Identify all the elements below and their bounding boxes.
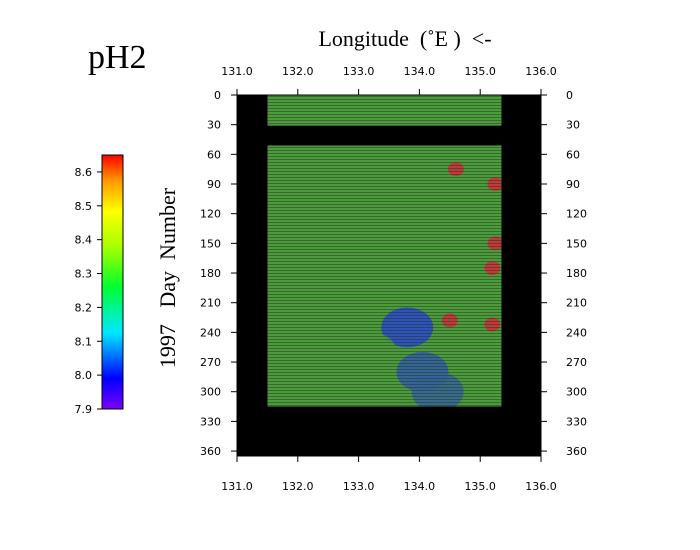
x-tick-label-bottom: 135.0 [464,480,496,493]
y-tick-label-right: 270 [566,356,587,369]
x-tick-label-top: 133.0 [343,65,375,78]
y-tick-label-left: 0 [214,89,221,102]
x-tick-label-bottom: 131.0 [221,480,253,493]
axes: 131.0 131.0 132.0 132.0 133.0 133.0 134.0 134.0… [200,65,587,493]
no-data-band [501,95,541,407]
y-tick-label-left: 300 [200,386,221,399]
chart-title: pH2 [88,39,147,76]
y-tick-label-right: 360 [566,445,587,458]
y-tick-label-right: 30 [566,119,580,132]
y-tick-label-left: 240 [200,326,221,339]
y-tick-label-right: 210 [566,297,587,310]
x-tick-label-top: 131.0 [221,65,253,78]
colorbar-tick-label: 8.1 [75,335,93,348]
y-tick-label-left: 150 [200,237,221,250]
y-tick-label-right: 60 [566,148,580,161]
x-tick-label-bottom: 133.0 [343,480,375,493]
y-axis-label: 1997 Day Number [155,187,180,368]
y-tick-label-left: 210 [200,297,221,310]
no-data-band [237,406,541,456]
no-data-band [237,95,268,407]
colorbar-tick-label: 8.3 [75,268,93,281]
high-ph-area [441,313,458,328]
plot-frame [236,94,542,457]
colorbar-tick-label: 8.2 [75,301,93,314]
y-tick-label-right: 120 [566,208,587,221]
y-tick-label-left: 30 [207,119,221,132]
x-tick-label-bottom: 134.0 [404,480,436,493]
high-ph-area [484,261,501,276]
y-tick-label-right: 300 [566,386,587,399]
y-tick-label-right: 0 [566,89,573,102]
x-tick-label-bottom: 136.0 [525,480,557,493]
colorbar-tick-label: 7.9 [75,403,93,416]
y-tick-label-left: 270 [200,356,221,369]
y-tick-label-right: 180 [566,267,587,280]
x-tick-label-bottom: 132.0 [282,480,314,493]
x-tick-label-top: 135.0 [464,65,496,78]
x-tick-label-top: 136.0 [525,65,557,78]
colorbar-tick-label: 8.5 [75,200,93,213]
y-tick-label-left: 120 [200,208,221,221]
y-tick-label-right: 330 [566,415,587,428]
colorbar-tick-label: 8.0 [75,369,93,382]
no-data-band [237,125,541,146]
y-tick-label-left: 60 [207,148,221,161]
x-tick-label-top: 132.0 [282,65,314,78]
x-axis-label: Longitude (˚E ) <- [318,26,491,51]
colorbar-tick-label: 8.4 [75,234,93,247]
y-tick-label-right: 240 [566,326,587,339]
x-tick-label-top: 134.0 [404,65,436,78]
y-tick-label-left: 360 [200,445,221,458]
transect-lines [267,96,502,406]
y-tick-label-left: 180 [200,267,221,280]
y-tick-label-right: 90 [566,178,580,191]
y-tick-label-left: 90 [207,178,221,191]
high-ph-area [447,162,464,177]
y-tick-label-right: 150 [566,237,587,250]
colorbar-gradient [101,154,124,410]
y-tick-label-left: 330 [200,415,221,428]
plot-area [237,95,541,456]
colorbar-tick-label: 8.6 [75,166,93,179]
high-ph-area [487,177,504,192]
colorbar: 8.6 8.5 8.4 8.3 8.2 8.1 8.0 7.9 [75,154,124,416]
